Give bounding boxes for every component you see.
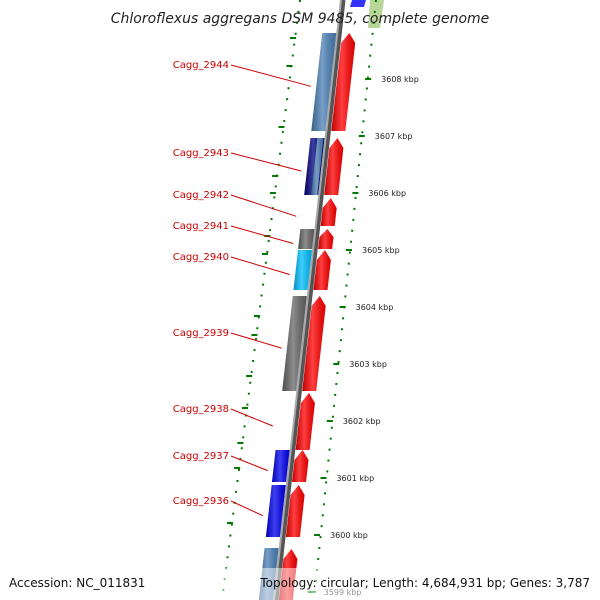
label-leader-line <box>230 256 290 275</box>
label-leader-line <box>230 332 282 349</box>
partial-feature-blue <box>350 0 366 7</box>
forward-cds <box>292 450 309 482</box>
topology-text: Topology: circular; Length: 4,684,931 bp… <box>259 576 590 590</box>
label-leader-line <box>230 152 302 172</box>
reverse-feature <box>298 229 315 249</box>
reverse-feature <box>272 450 290 482</box>
gene-label[interactable]: Cagg_2938 <box>173 404 229 415</box>
label-leader-line <box>230 408 273 427</box>
gene-label[interactable]: Cagg_2936 <box>173 496 229 507</box>
tick-label: 3604 kbp <box>356 303 394 312</box>
tick-label: 3608 kbp <box>381 75 419 84</box>
reverse-feature <box>293 250 312 290</box>
forward-cds <box>285 485 305 537</box>
forward-cds <box>324 138 344 195</box>
gene-label[interactable]: Cagg_2944 <box>173 60 229 71</box>
accession-text: Accession: NC_011831 <box>9 576 145 590</box>
label-leader-line <box>230 500 263 517</box>
tick-marks: 3608 kbp 3607 kbp 3606 kbp 3605 kbp 3604 kbp… <box>307 75 419 597</box>
inner-dotted-ring <box>221 0 301 600</box>
tick-label: 3607 kbp <box>375 132 413 141</box>
label-leader-line <box>230 64 311 87</box>
tick-label: 3601 kbp <box>336 474 374 483</box>
gene-label[interactable]: Cagg_2939 <box>173 328 229 339</box>
forward-cds <box>313 250 331 290</box>
gene-label[interactable]: Cagg_2941 <box>173 221 229 232</box>
label-leader-line <box>230 225 294 244</box>
reverse-feature <box>311 33 337 131</box>
forward-cds <box>320 198 337 226</box>
forward-cds <box>302 296 326 391</box>
label-leader-line <box>230 194 297 217</box>
top-partial-features <box>350 0 384 28</box>
reverse-feature <box>311 138 324 195</box>
outer-dotted-ring <box>313 0 377 600</box>
tick-label: 3602 kbp <box>343 417 381 426</box>
gene-label[interactable]: Cagg_2943 <box>173 148 229 159</box>
tick-label: 3603 kbp <box>349 360 387 369</box>
tick-label: 3606 kbp <box>368 189 406 198</box>
footer-backdrop <box>0 568 600 600</box>
tick-label: 3600 kbp <box>330 531 368 540</box>
gene-label[interactable]: Cagg_2942 <box>173 190 229 201</box>
reverse-feature <box>282 296 307 391</box>
backbone-highlight <box>273 0 342 600</box>
gene-label[interactable]: Cagg_2937 <box>173 451 229 462</box>
tick-label: 3605 kbp <box>362 246 400 255</box>
partial-feature-green <box>368 0 384 28</box>
forward-cds <box>295 393 315 450</box>
gene-label[interactable]: Cagg_2940 <box>173 252 229 263</box>
gene-labels: Cagg_2944 Cagg_2943 Cagg_2942 Cagg_2941 Cagg… <box>173 60 311 517</box>
forward-cds <box>331 33 356 131</box>
label-leader-line <box>230 455 268 472</box>
forward-cds <box>318 229 334 249</box>
reverse-feature <box>265 485 286 537</box>
genome-title: Chloroflexus aggregans DSM 9485, complet… <box>111 11 490 27</box>
backbone-ring <box>273 0 346 600</box>
